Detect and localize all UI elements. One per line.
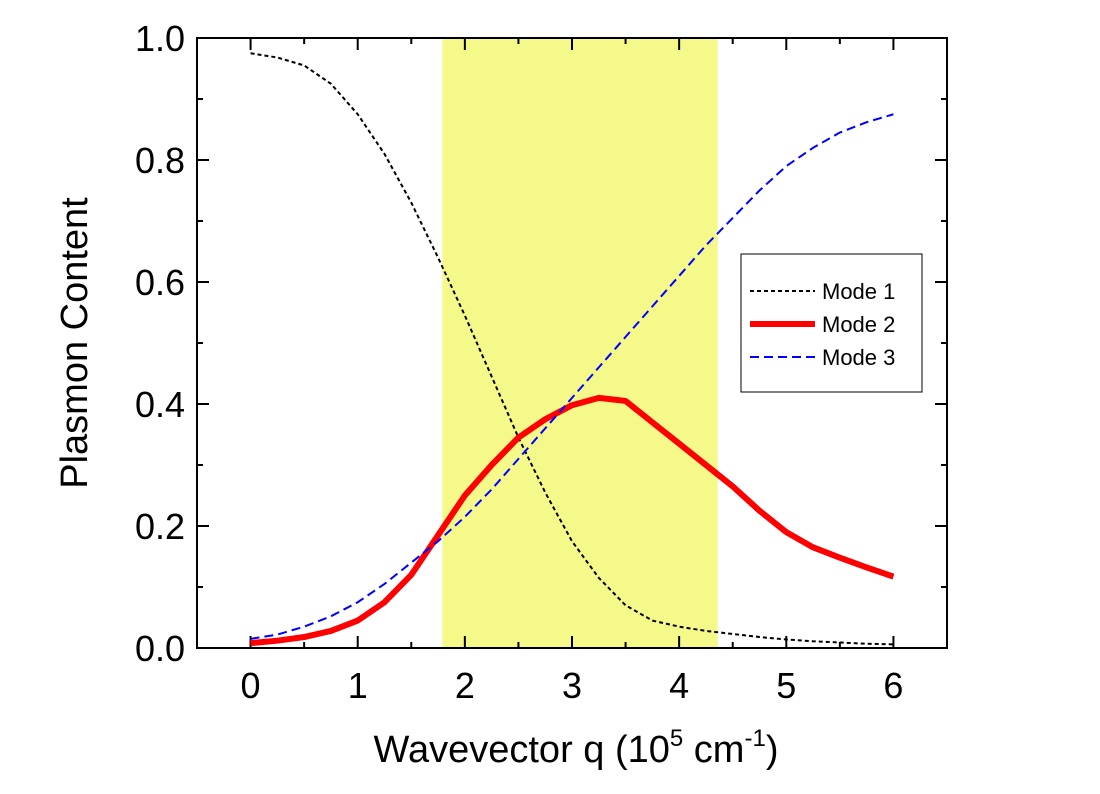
x-tick-label: 4 [669, 665, 689, 706]
highlight-span [442, 38, 718, 648]
x-tick-label: 6 [883, 665, 903, 706]
y-tick-label: 0.4 [135, 384, 185, 425]
x-tick-label: 1 [348, 665, 368, 706]
y-tick-label: 0.2 [135, 506, 185, 547]
y-axis-label: Plasmon Content [54, 197, 96, 489]
line-series [250, 113, 894, 640]
line-series [250, 52, 894, 646]
y-tick-label: 0.0 [135, 628, 185, 669]
x-axis-label-part: 5 [670, 725, 683, 752]
plot-frame [196, 37, 948, 649]
y-tick-label: 0.6 [135, 262, 185, 303]
legend-label: Mode 3 [822, 345, 895, 370]
line-series [250, 394, 895, 647]
x-axis-label-part: ) [766, 729, 779, 771]
x-axis-label-part: Wavevector q (10 [374, 729, 670, 771]
legend-label: Mode 1 [822, 279, 895, 304]
x-tick-label: 0 [241, 665, 261, 706]
x-tick-label: 5 [776, 665, 796, 706]
y-tick-label: 0.8 [135, 140, 185, 181]
x-axis-label: Wavevector q (105 cm-1) [374, 725, 779, 771]
x-axis-label-part: cm [683, 729, 744, 771]
legend-label: Mode 2 [822, 312, 895, 337]
x-tick-label: 2 [455, 665, 475, 706]
x-tick-label: 3 [562, 665, 582, 706]
x-axis-label-part: -1 [744, 725, 765, 752]
y-tick-label: 1.0 [135, 18, 185, 59]
